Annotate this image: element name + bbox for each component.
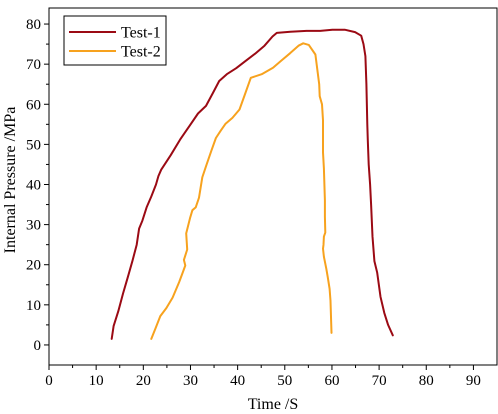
series-line-test-2 <box>150 42 333 340</box>
x-tick-label: 60 <box>324 373 339 389</box>
y-tick-label: 0 <box>34 338 42 354</box>
x-tick-label: 70 <box>372 373 387 389</box>
series-layer <box>110 28 394 340</box>
legend-box <box>63 15 167 66</box>
plot-border <box>48 7 498 366</box>
x-axis: 0 10 20 30 40 50 60 70 80 90 <box>45 365 481 389</box>
y-tick-label: 30 <box>26 218 41 234</box>
y-tick-label: 10 <box>26 298 41 314</box>
y-tick-label: 70 <box>26 57 41 73</box>
legend: Test-1 Test-2 <box>63 15 167 66</box>
y-tick-label: 80 <box>26 17 41 33</box>
x-tick-label: 10 <box>89 373 104 389</box>
legend-label-test-2: Test-2 <box>121 44 161 61</box>
x-tick-label: 90 <box>466 373 481 389</box>
x-tick-label: 30 <box>183 373 198 389</box>
x-tick-label: 0 <box>45 373 53 389</box>
y-tick-label: 40 <box>26 177 41 193</box>
y-axis-label: Internal Pressure /MPa <box>2 107 19 254</box>
plot-frame <box>48 7 498 366</box>
y-tick-label: 20 <box>26 258 41 274</box>
series-line-test-1 <box>110 28 394 340</box>
y-tick-label: 50 <box>26 137 41 153</box>
x-tick-label: 20 <box>136 373 151 389</box>
x-axis-label: Time /S <box>248 396 299 413</box>
y-axis: 0 10 20 30 40 50 60 70 80 <box>26 17 49 354</box>
y-tick-label: 60 <box>26 97 41 113</box>
x-tick-label: 40 <box>230 373 245 389</box>
x-tick-label: 50 <box>277 373 292 389</box>
legend-label-test-1: Test-1 <box>121 25 161 42</box>
x-tick-label: 80 <box>419 373 434 389</box>
